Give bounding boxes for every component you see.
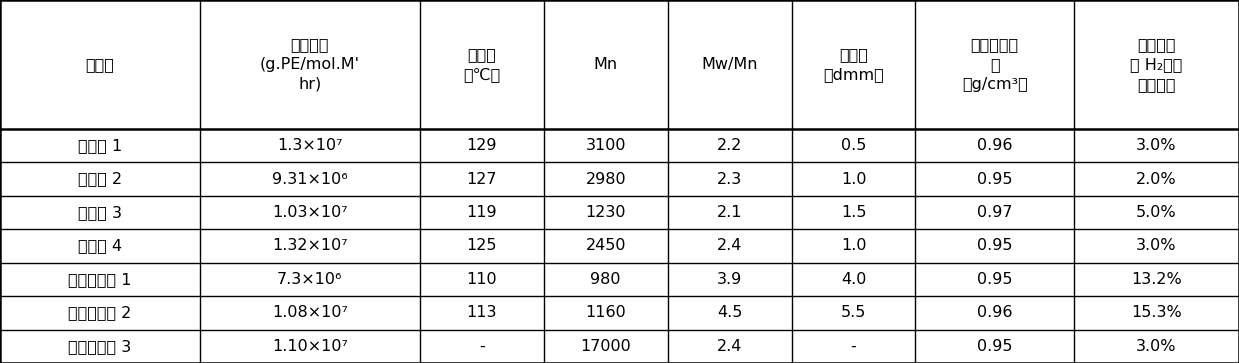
Text: 0.95: 0.95 bbox=[976, 172, 1012, 187]
Text: 1.0: 1.0 bbox=[841, 172, 866, 187]
Text: 2.4: 2.4 bbox=[717, 339, 742, 354]
Text: Mn: Mn bbox=[593, 57, 618, 72]
Text: 4.0: 4.0 bbox=[841, 272, 866, 287]
Text: -: - bbox=[851, 339, 856, 354]
Text: 1230: 1230 bbox=[586, 205, 626, 220]
Text: 聚合活性
(g.PE/mol.M'
hr): 聚合活性 (g.PE/mol.M' hr) bbox=[260, 37, 359, 92]
Text: 对比实施例 1: 对比实施例 1 bbox=[68, 272, 131, 287]
Text: 1.0: 1.0 bbox=[841, 238, 866, 253]
Text: 2980: 2980 bbox=[585, 172, 626, 187]
Text: 5.0%: 5.0% bbox=[1136, 205, 1177, 220]
Text: 3100: 3100 bbox=[586, 138, 626, 153]
Text: 1160: 1160 bbox=[585, 305, 626, 320]
Text: 2.4: 2.4 bbox=[717, 238, 742, 253]
Text: 13.2%: 13.2% bbox=[1131, 272, 1182, 287]
Text: 3.0%: 3.0% bbox=[1136, 339, 1177, 354]
Text: 反应结束
后 H₂浓度
（体积）: 反应结束 后 H₂浓度 （体积） bbox=[1130, 37, 1182, 92]
Text: 127: 127 bbox=[467, 172, 497, 187]
Text: 2450: 2450 bbox=[586, 238, 626, 253]
Text: 125: 125 bbox=[467, 238, 497, 253]
Text: 980: 980 bbox=[591, 272, 621, 287]
Text: 对比实施例 2: 对比实施例 2 bbox=[68, 305, 131, 320]
Text: 1.08×10⁷: 1.08×10⁷ bbox=[271, 305, 348, 320]
Text: 0.97: 0.97 bbox=[976, 205, 1012, 220]
Text: 0.95: 0.95 bbox=[976, 272, 1012, 287]
Text: 实施例 3: 实施例 3 bbox=[78, 205, 121, 220]
Text: 3.9: 3.9 bbox=[717, 272, 742, 287]
Text: 1.03×10⁷: 1.03×10⁷ bbox=[271, 205, 348, 220]
Text: 0.95: 0.95 bbox=[976, 339, 1012, 354]
Text: 对比实施例 3: 对比实施例 3 bbox=[68, 339, 131, 354]
Text: 1.3×10⁷: 1.3×10⁷ bbox=[278, 138, 342, 153]
Text: 4.5: 4.5 bbox=[717, 305, 742, 320]
Text: 实施例 1: 实施例 1 bbox=[78, 138, 121, 153]
Text: 15.3%: 15.3% bbox=[1131, 305, 1182, 320]
Text: 1.10×10⁷: 1.10×10⁷ bbox=[271, 339, 348, 354]
Text: 5.5: 5.5 bbox=[841, 305, 866, 320]
Text: -: - bbox=[479, 339, 484, 354]
Text: 7.3×10⁶: 7.3×10⁶ bbox=[278, 272, 342, 287]
Text: 实施例 2: 实施例 2 bbox=[78, 172, 121, 187]
Text: 1.32×10⁷: 1.32×10⁷ bbox=[271, 238, 348, 253]
Text: 针入度
（dmm）: 针入度 （dmm） bbox=[823, 47, 883, 82]
Text: 聚乙烯蜡密
度
（g/cm³）: 聚乙烯蜡密 度 （g/cm³） bbox=[961, 37, 1027, 92]
Text: 0.96: 0.96 bbox=[976, 138, 1012, 153]
Text: 3.0%: 3.0% bbox=[1136, 238, 1177, 253]
Text: 实施例 4: 实施例 4 bbox=[78, 238, 121, 253]
Text: 2.1: 2.1 bbox=[717, 205, 742, 220]
Text: 2.3: 2.3 bbox=[717, 172, 742, 187]
Text: 9.31×10⁶: 9.31×10⁶ bbox=[271, 172, 348, 187]
Text: 实施例: 实施例 bbox=[85, 57, 114, 72]
Text: 17000: 17000 bbox=[580, 339, 631, 354]
Text: 2.0%: 2.0% bbox=[1136, 172, 1177, 187]
Text: Mw/Mn: Mw/Mn bbox=[701, 57, 758, 72]
Text: 1.5: 1.5 bbox=[841, 205, 866, 220]
Text: 113: 113 bbox=[467, 305, 497, 320]
Text: 119: 119 bbox=[467, 205, 497, 220]
Text: 熔滴点
（℃）: 熔滴点 （℃） bbox=[463, 47, 501, 82]
Text: 0.95: 0.95 bbox=[976, 238, 1012, 253]
Text: 3.0%: 3.0% bbox=[1136, 138, 1177, 153]
Text: 110: 110 bbox=[467, 272, 497, 287]
Text: 0.96: 0.96 bbox=[976, 305, 1012, 320]
Text: 0.5: 0.5 bbox=[841, 138, 866, 153]
Text: 2.2: 2.2 bbox=[717, 138, 742, 153]
Text: 129: 129 bbox=[467, 138, 497, 153]
